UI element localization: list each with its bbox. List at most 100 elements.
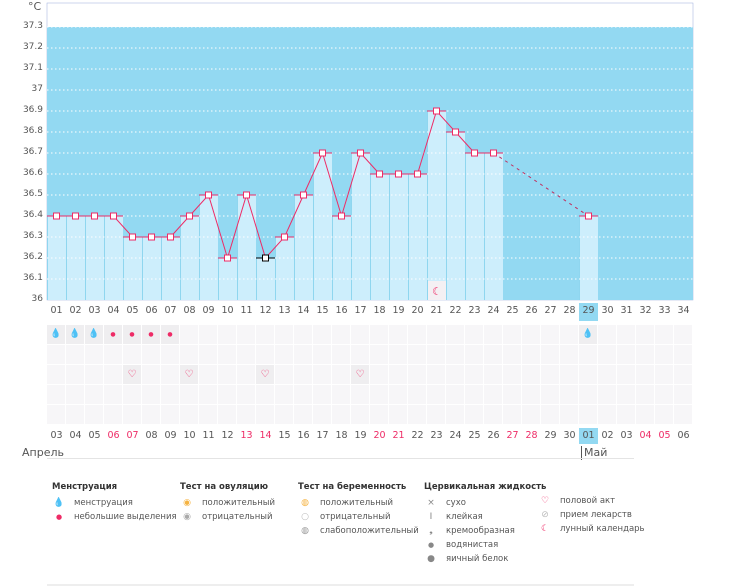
symptom-cell[interactable] (256, 405, 274, 424)
calendar-date[interactable]: 04 (639, 430, 652, 441)
cycle-day-label[interactable]: 31 (620, 305, 633, 316)
symptom-cell[interactable] (465, 325, 483, 344)
cycle-day-label[interactable]: 34 (677, 305, 690, 316)
calendar-date[interactable]: 19 (354, 430, 367, 441)
cycle-day-label[interactable]: 20 (411, 305, 424, 316)
symptom-cell[interactable] (389, 385, 407, 404)
symptom-cell[interactable] (655, 345, 673, 364)
symptom-cell[interactable] (674, 385, 692, 404)
symptom-cell[interactable] (674, 345, 692, 364)
symptom-cell[interactable] (313, 405, 331, 424)
symptom-cell[interactable] (522, 345, 540, 364)
symptom-cell[interactable] (427, 385, 445, 404)
symptom-cell[interactable] (275, 345, 293, 364)
symptom-cell[interactable] (427, 405, 445, 424)
cycle-day-label[interactable]: 02 (69, 305, 82, 316)
symptom-cell[interactable] (237, 365, 255, 384)
calendar-date[interactable]: 04 (69, 430, 82, 441)
cycle-day-label[interactable]: 09 (202, 305, 215, 316)
symptom-cell[interactable] (465, 345, 483, 364)
symptom-cell[interactable] (47, 345, 65, 364)
symptom-cell[interactable] (294, 385, 312, 404)
symptom-cell[interactable] (598, 405, 616, 424)
calendar-date[interactable]: 05 (88, 430, 101, 441)
symptom-cell[interactable] (237, 325, 255, 344)
symptom-cell[interactable]: ● (142, 325, 160, 344)
cycle-day-label[interactable]: 29 (579, 303, 598, 321)
symptom-cell[interactable] (579, 365, 597, 384)
calendar-date[interactable]: 12 (221, 430, 234, 441)
cycle-day-label[interactable]: 27 (544, 305, 557, 316)
symptom-cell[interactable] (85, 365, 103, 384)
symptom-cell[interactable] (161, 365, 179, 384)
symptom-cell[interactable] (446, 345, 464, 364)
symptom-cell[interactable] (674, 325, 692, 344)
symptom-cell[interactable]: ● (104, 325, 122, 344)
symptom-cell[interactable] (85, 405, 103, 424)
symptom-cell[interactable] (66, 345, 84, 364)
calendar-date[interactable]: 13 (240, 430, 253, 441)
symptom-cell[interactable] (674, 365, 692, 384)
calendar-date[interactable]: 16 (297, 430, 310, 441)
cycle-day-label[interactable]: 03 (88, 305, 101, 316)
calendar-date[interactable]: 29 (544, 430, 557, 441)
calendar-date[interactable]: 03 (50, 430, 63, 441)
symptom-cell[interactable] (275, 365, 293, 384)
symptom-cell[interactable] (351, 345, 369, 364)
symptom-cell[interactable] (332, 405, 350, 424)
symptom-cell[interactable] (408, 405, 426, 424)
cycle-day-label[interactable]: 13 (278, 305, 291, 316)
symptom-cell[interactable] (484, 365, 502, 384)
symptom-cell[interactable] (237, 385, 255, 404)
symptom-cell[interactable] (199, 365, 217, 384)
cycle-day-label[interactable]: 33 (658, 305, 671, 316)
symptom-cell[interactable] (598, 325, 616, 344)
symptom-cell[interactable] (389, 325, 407, 344)
symptom-cell[interactable] (389, 405, 407, 424)
calendar-date[interactable]: 15 (278, 430, 291, 441)
symptom-cell[interactable] (636, 365, 654, 384)
calendar-date[interactable]: 18 (335, 430, 348, 441)
symptom-cell[interactable] (541, 325, 559, 344)
symptom-cell[interactable] (256, 385, 274, 404)
symptom-cell[interactable]: ♡ (123, 365, 141, 384)
symptom-cell[interactable] (294, 325, 312, 344)
symptom-cell[interactable] (579, 405, 597, 424)
symptom-cell[interactable] (446, 325, 464, 344)
symptom-cell[interactable] (351, 325, 369, 344)
symptom-cell[interactable] (142, 405, 160, 424)
symptom-cell[interactable] (47, 365, 65, 384)
cycle-day-label[interactable]: 22 (449, 305, 462, 316)
symptom-cell[interactable] (560, 345, 578, 364)
calendar-date[interactable]: 24 (449, 430, 462, 441)
cycle-day-label[interactable]: 01 (50, 305, 63, 316)
symptom-cell[interactable] (313, 385, 331, 404)
symptom-cell[interactable]: ● (161, 325, 179, 344)
symptom-cell[interactable] (389, 345, 407, 364)
symptom-cell[interactable] (370, 325, 388, 344)
calendar-date[interactable]: 21 (392, 430, 405, 441)
symptom-cell[interactable] (313, 365, 331, 384)
calendar-date[interactable]: 28 (525, 430, 538, 441)
symptom-cell[interactable] (655, 365, 673, 384)
symptom-cell[interactable] (560, 405, 578, 424)
symptom-cell[interactable] (446, 405, 464, 424)
symptom-cell[interactable]: ♡ (180, 365, 198, 384)
symptom-cell[interactable] (427, 325, 445, 344)
symptom-cell[interactable] (142, 385, 160, 404)
symptom-cell[interactable] (636, 385, 654, 404)
symptom-cell[interactable] (218, 405, 236, 424)
symptom-cell[interactable] (47, 385, 65, 404)
symptom-cell[interactable] (541, 365, 559, 384)
symptom-cell[interactable] (579, 345, 597, 364)
symptom-cell[interactable] (427, 345, 445, 364)
symptom-cell[interactable] (218, 385, 236, 404)
symptom-cell[interactable] (275, 405, 293, 424)
symptom-cell[interactable] (465, 365, 483, 384)
symptom-cell[interactable] (199, 345, 217, 364)
symptom-cell[interactable] (408, 345, 426, 364)
symptom-cell[interactable] (674, 405, 692, 424)
symptom-cell[interactable] (408, 385, 426, 404)
symptom-cell[interactable] (522, 365, 540, 384)
cycle-day-label[interactable]: 26 (525, 305, 538, 316)
